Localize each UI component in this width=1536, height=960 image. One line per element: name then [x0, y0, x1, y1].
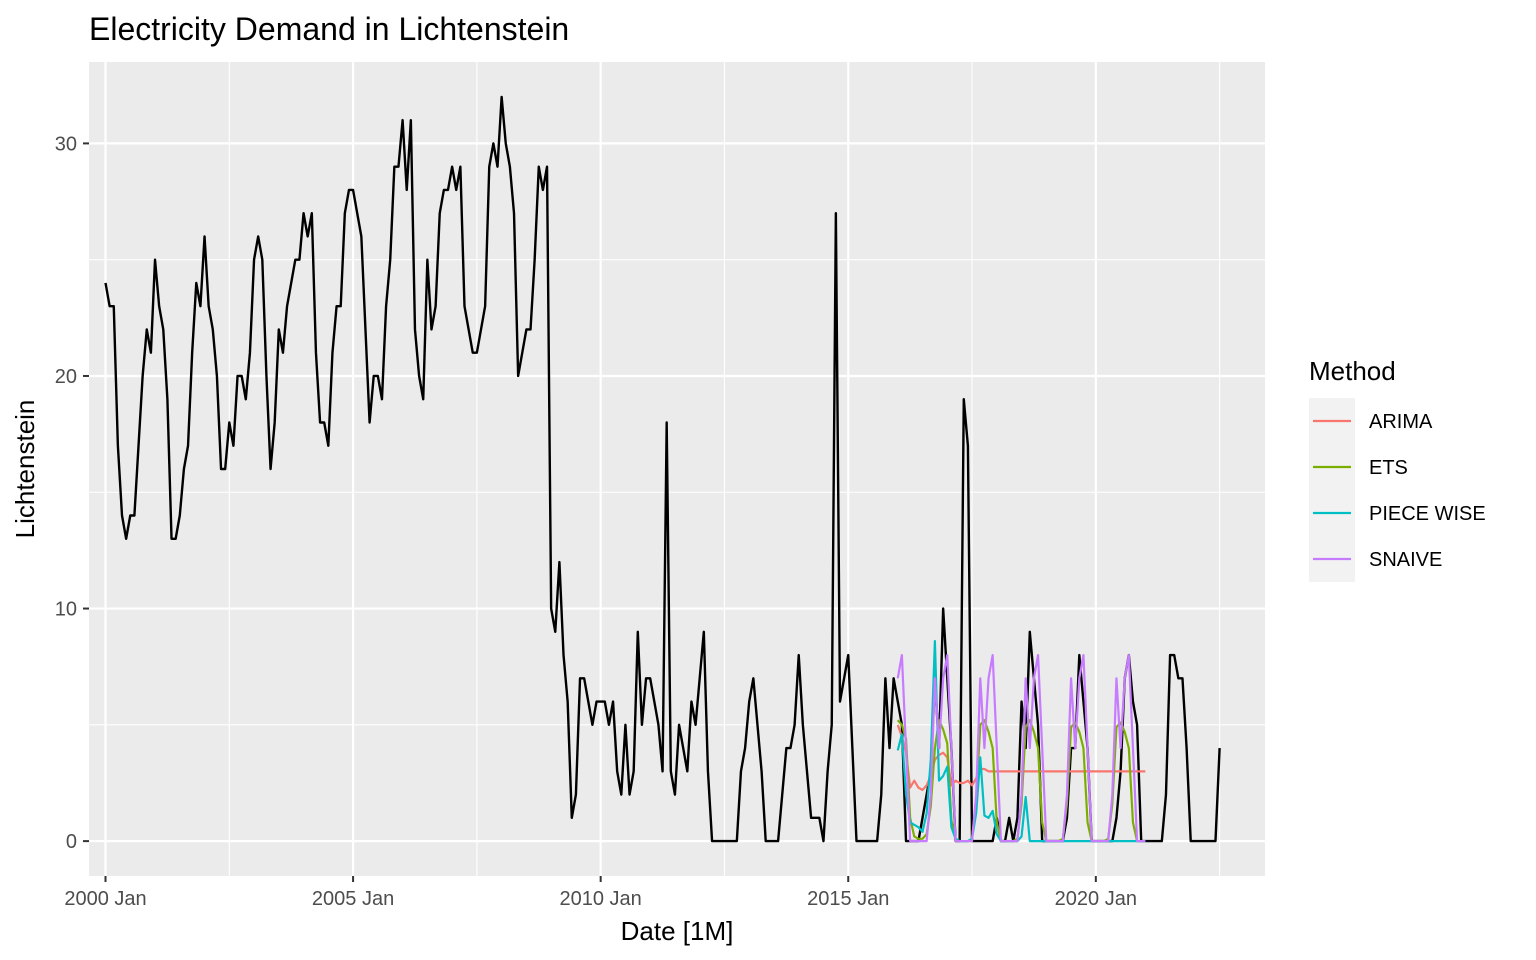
- chart-title: Electricity Demand in Lichtenstein: [89, 11, 569, 47]
- y-tick-label: 30: [55, 133, 77, 155]
- y-tick-label: 20: [55, 366, 77, 388]
- legend-label: ETS: [1369, 457, 1408, 479]
- x-tick-label: 2015 Jan: [807, 888, 889, 910]
- y-axis-title: Lichtenstein: [10, 400, 40, 539]
- legend: Method ARIMA ETS PIECE WISE SNAIVE: [1309, 356, 1486, 582]
- legend-label: PIECE WISE: [1369, 503, 1486, 525]
- x-tick-label: 2005 Jan: [312, 888, 394, 910]
- major-gridlines: [89, 62, 1265, 876]
- x-tick-label: 2000 Jan: [64, 888, 146, 910]
- y-axis: 0 10 20 30: [55, 133, 89, 853]
- series-layer: [104, 95, 1221, 843]
- y-tick-label: 10: [55, 599, 77, 621]
- legend-label: ARIMA: [1369, 411, 1433, 433]
- x-tick-label: 2020 Jan: [1055, 888, 1137, 910]
- x-tick-label: 2010 Jan: [560, 888, 642, 910]
- x-axis: 2000 Jan 2005 Jan 2010 Jan 2015 Jan 2020 Jan: [64, 876, 1137, 910]
- legend-label: SNAIVE: [1369, 549, 1442, 571]
- legend-title: Method: [1309, 356, 1396, 386]
- series-line-snaive: [896, 653, 1146, 843]
- legend-keys-background: [1309, 398, 1355, 582]
- x-axis-title: Date [1M]: [621, 916, 734, 946]
- y-tick-label: 0: [66, 831, 77, 853]
